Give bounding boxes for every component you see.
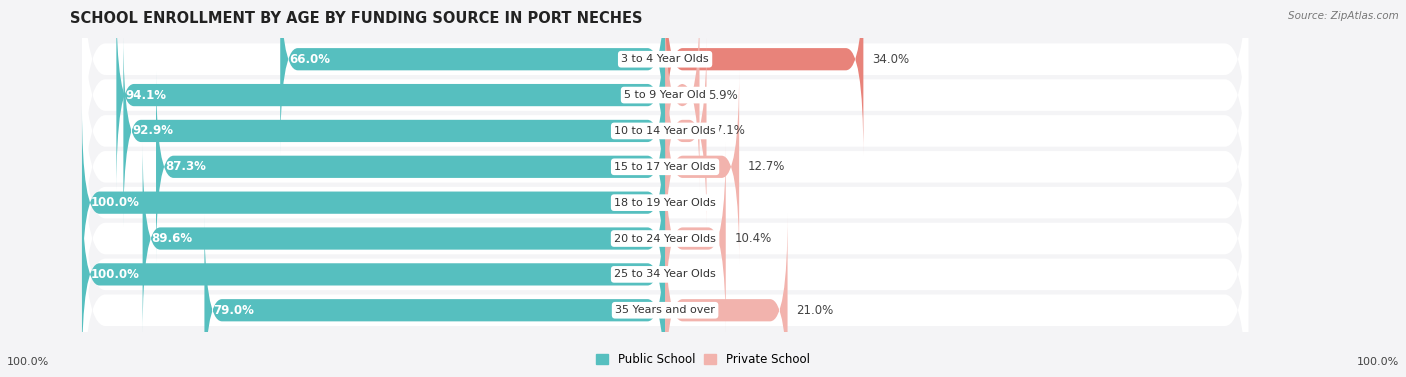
FancyBboxPatch shape [82, 3, 1249, 259]
FancyBboxPatch shape [665, 214, 787, 377]
FancyBboxPatch shape [665, 142, 725, 335]
Text: 66.0%: 66.0% [290, 53, 330, 66]
Text: 79.0%: 79.0% [214, 304, 254, 317]
FancyBboxPatch shape [665, 0, 863, 156]
Legend: Public School, Private School: Public School, Private School [592, 349, 814, 371]
FancyBboxPatch shape [82, 75, 1249, 330]
Text: 34.0%: 34.0% [872, 53, 910, 66]
Text: 94.1%: 94.1% [125, 89, 166, 101]
Text: 7.1%: 7.1% [716, 124, 745, 138]
Text: 5 to 9 Year Old: 5 to 9 Year Old [624, 90, 706, 100]
FancyBboxPatch shape [665, 70, 740, 263]
FancyBboxPatch shape [82, 0, 1249, 187]
FancyBboxPatch shape [665, 0, 700, 192]
Text: 100.0%: 100.0% [91, 196, 139, 209]
Text: 15 to 17 Year Olds: 15 to 17 Year Olds [614, 162, 716, 172]
Text: 0.0%: 0.0% [676, 196, 706, 209]
FancyBboxPatch shape [82, 147, 1249, 377]
Text: 0.0%: 0.0% [676, 268, 706, 281]
FancyBboxPatch shape [82, 111, 1249, 366]
Text: 12.7%: 12.7% [748, 160, 786, 173]
Text: 35 Years and over: 35 Years and over [616, 305, 716, 315]
Text: 10 to 14 Year Olds: 10 to 14 Year Olds [614, 126, 716, 136]
Text: 20 to 24 Year Olds: 20 to 24 Year Olds [614, 233, 716, 244]
Text: 100.0%: 100.0% [1357, 357, 1399, 367]
FancyBboxPatch shape [117, 0, 665, 192]
FancyBboxPatch shape [204, 214, 665, 377]
Text: 21.0%: 21.0% [796, 304, 834, 317]
FancyBboxPatch shape [82, 39, 1249, 294]
Text: 25 to 34 Year Olds: 25 to 34 Year Olds [614, 270, 716, 279]
Text: 100.0%: 100.0% [7, 357, 49, 367]
FancyBboxPatch shape [665, 34, 706, 227]
Text: 18 to 19 Year Olds: 18 to 19 Year Olds [614, 198, 716, 208]
FancyBboxPatch shape [156, 70, 665, 263]
FancyBboxPatch shape [280, 0, 665, 156]
Text: 10.4%: 10.4% [734, 232, 772, 245]
FancyBboxPatch shape [82, 0, 1249, 223]
FancyBboxPatch shape [124, 34, 665, 227]
Text: 5.9%: 5.9% [709, 89, 738, 101]
FancyBboxPatch shape [82, 182, 1249, 377]
Text: Source: ZipAtlas.com: Source: ZipAtlas.com [1288, 11, 1399, 21]
Text: 3 to 4 Year Olds: 3 to 4 Year Olds [621, 54, 709, 64]
FancyBboxPatch shape [142, 142, 665, 335]
Text: 92.9%: 92.9% [132, 124, 173, 138]
Text: SCHOOL ENROLLMENT BY AGE BY FUNDING SOURCE IN PORT NECHES: SCHOOL ENROLLMENT BY AGE BY FUNDING SOUR… [70, 11, 643, 26]
Text: 87.3%: 87.3% [165, 160, 205, 173]
FancyBboxPatch shape [82, 178, 665, 371]
Text: 89.6%: 89.6% [152, 232, 193, 245]
Text: 100.0%: 100.0% [91, 268, 139, 281]
FancyBboxPatch shape [82, 106, 665, 299]
